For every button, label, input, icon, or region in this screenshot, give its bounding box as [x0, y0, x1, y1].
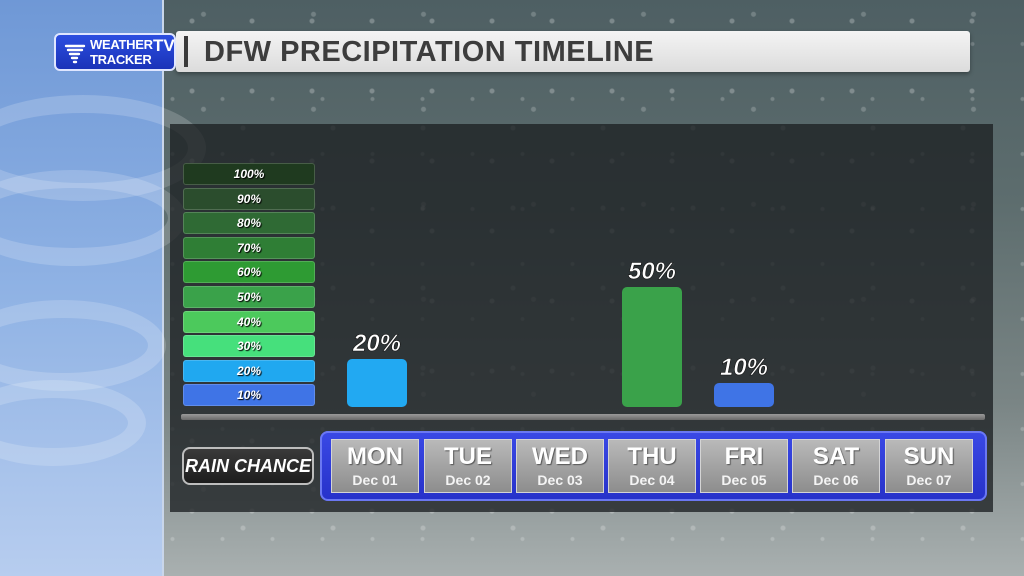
bar-value-label: 50%: [628, 258, 676, 285]
day-box-thu: THU Dec 04: [608, 439, 696, 493]
page-title: DFW PRECIPITATION TIMELINE: [204, 36, 655, 68]
chart-baseline: [181, 414, 985, 420]
day-name: MON: [347, 443, 403, 470]
title-bar: [176, 31, 970, 72]
legend-item: 90%: [183, 187, 315, 210]
legend-item: 100%: [183, 163, 315, 185]
logo-text-weather: WEATHER: [90, 37, 153, 52]
legend-item: 10%: [183, 384, 315, 407]
logo-text-tracker: TRACKER: [90, 52, 152, 67]
day-date: Dec 02: [445, 472, 491, 488]
day-box-tue: TUE Dec 02: [424, 439, 512, 493]
logo-text-tv: TV: [153, 36, 175, 55]
legend-item: 50%: [183, 286, 315, 308]
day-box-fri: FRI Dec 05: [700, 439, 788, 493]
day-name: SAT: [812, 443, 860, 470]
weather-tracker-logo: WEATHER TRACKER TV: [54, 33, 176, 71]
legend-item: 30%: [183, 335, 315, 358]
day-name: THU: [627, 443, 677, 470]
bar-thu: [622, 287, 682, 407]
day-name: FRI: [724, 443, 764, 470]
bar-fri: [714, 383, 774, 407]
day-date: Dec 05: [721, 472, 767, 488]
day-box-sat: SAT Dec 06: [792, 439, 880, 493]
day-box-sun: SUN Dec 07: [885, 439, 973, 493]
day-name: SUN: [903, 443, 955, 470]
legend-item: 20%: [183, 359, 315, 382]
legend-item: 40%: [183, 310, 315, 333]
legend-item: 80%: [183, 212, 315, 235]
day-date: Dec 03: [537, 472, 583, 488]
day-date: Dec 01: [352, 472, 398, 488]
day-date: Dec 06: [813, 472, 859, 488]
legend-item: 60%: [183, 261, 315, 284]
day-name: TUE: [444, 443, 492, 470]
day-box-wed: WED Dec 03: [516, 439, 604, 493]
bar-value-label: 10%: [720, 354, 768, 381]
bar-mon: [347, 359, 407, 407]
tornado-icon: [64, 44, 86, 64]
day-box-mon: MON Dec 01: [331, 439, 419, 493]
day-name: WED: [532, 443, 588, 470]
day-date: Dec 07: [906, 472, 952, 488]
bar-value-label: 20%: [352, 330, 401, 357]
title-separator: [184, 36, 188, 67]
rain-chance-label: RAIN CHANCE: [182, 447, 314, 485]
day-date: Dec 04: [629, 472, 675, 488]
legend-item: 70%: [183, 236, 315, 259]
